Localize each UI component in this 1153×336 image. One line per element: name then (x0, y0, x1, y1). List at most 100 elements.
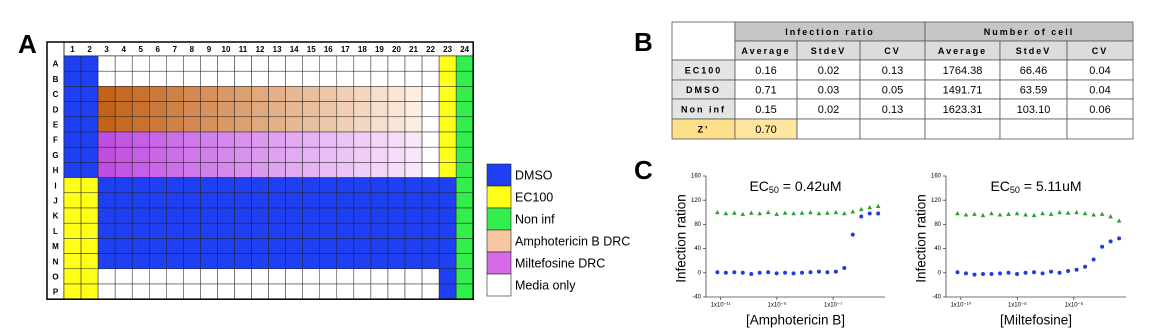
plate-well (370, 55, 389, 72)
plate-well (336, 70, 355, 87)
plate-row-label: A (53, 60, 59, 69)
plate-well (455, 131, 474, 148)
plate-well (353, 207, 372, 224)
plate-well (63, 70, 82, 87)
plate-well (114, 131, 133, 148)
table-value: 0.16 (755, 65, 776, 77)
plate-well (80, 192, 99, 209)
plate-well (421, 131, 440, 148)
plate-well (234, 177, 252, 194)
y-tick-label: 120 (931, 198, 942, 204)
plate-well (183, 131, 201, 148)
plate-well (149, 283, 167, 300)
data-point (1100, 244, 1105, 249)
data-point (842, 211, 847, 216)
plate-well (80, 131, 99, 148)
table-sub-header: StdeV (811, 46, 847, 56)
table-value: 0.04 (1089, 65, 1110, 77)
legend-swatch (486, 251, 512, 275)
plate-well (149, 238, 167, 254)
legend-label: EC100 (515, 190, 553, 204)
plate-well (97, 146, 116, 163)
legend-swatch (486, 207, 512, 231)
annotation-text: = 0.42uM (779, 178, 842, 194)
data-point (825, 210, 830, 215)
legend-label: DMSO (515, 168, 553, 182)
plate-well (114, 101, 133, 118)
table-cell (796, 118, 861, 140)
data-point (833, 209, 839, 215)
data-point (1091, 257, 1096, 262)
plate-well (200, 207, 218, 224)
data-point (997, 212, 1003, 217)
plate-well (370, 253, 389, 270)
plate-well (251, 131, 269, 148)
plate-well (166, 222, 184, 239)
plate-well (149, 177, 167, 194)
plate-well (183, 55, 201, 72)
plate-well (404, 101, 423, 118)
plate-well (217, 101, 235, 118)
plate-well (268, 131, 286, 148)
table-sub-header: Average (741, 46, 790, 56)
plate-well (217, 162, 235, 178)
plate-well (455, 253, 474, 270)
plate-well (234, 131, 252, 148)
plate-well (80, 101, 99, 118)
plate-well (97, 116, 116, 133)
plate-column-label: 20 (392, 45, 401, 54)
plate-well (149, 101, 167, 118)
table-value: 0.02 (818, 65, 839, 77)
plate-row-label: E (53, 121, 59, 130)
plate-well (80, 55, 99, 72)
annotation-subscript: 50 (1010, 185, 1020, 195)
plate-well (200, 253, 218, 270)
plate-well (336, 116, 355, 133)
plate-well (319, 283, 338, 300)
data-point (715, 209, 720, 215)
plate-well (302, 253, 321, 270)
table-value: 0.03 (818, 84, 839, 96)
plate-well (251, 55, 269, 72)
plate-well (234, 116, 252, 133)
legend-swatch (486, 273, 512, 297)
plate-well (302, 55, 321, 72)
plate-well (421, 162, 440, 178)
plate-well (63, 86, 82, 102)
data-point (1015, 272, 1020, 277)
plate-well (421, 283, 440, 300)
data-point (1108, 239, 1113, 244)
plate-well (63, 222, 82, 239)
plate-well (114, 222, 133, 239)
data-point (972, 272, 977, 277)
plate-column-label: 17 (341, 45, 350, 54)
plate-well (353, 192, 372, 209)
plate-well (114, 177, 133, 194)
data-point (783, 270, 788, 275)
plate-well (421, 70, 440, 87)
plate-well (421, 192, 440, 209)
plate-well (166, 238, 184, 254)
plate-well (131, 162, 150, 178)
data-point (748, 210, 754, 215)
plate-well (97, 70, 116, 87)
y-tick-label: 120 (691, 198, 702, 204)
plate-well (319, 268, 338, 285)
plate-well (319, 146, 338, 163)
y-axis-label: Infection ration (674, 194, 689, 283)
plate-well (336, 268, 355, 285)
plate-well (438, 268, 457, 285)
table-value: 0.71 (755, 84, 776, 96)
plate-well (217, 207, 235, 224)
plate-well (251, 222, 269, 239)
plate-well (387, 86, 406, 102)
plate-well (353, 238, 372, 254)
plate-well (404, 222, 423, 239)
plate-column-label: 11 (239, 45, 248, 54)
plate-well (387, 222, 406, 239)
plate-well (319, 192, 338, 209)
plate-well (166, 116, 184, 133)
plate-well (149, 162, 167, 178)
plate-well (302, 238, 321, 254)
data-point (1023, 270, 1028, 275)
